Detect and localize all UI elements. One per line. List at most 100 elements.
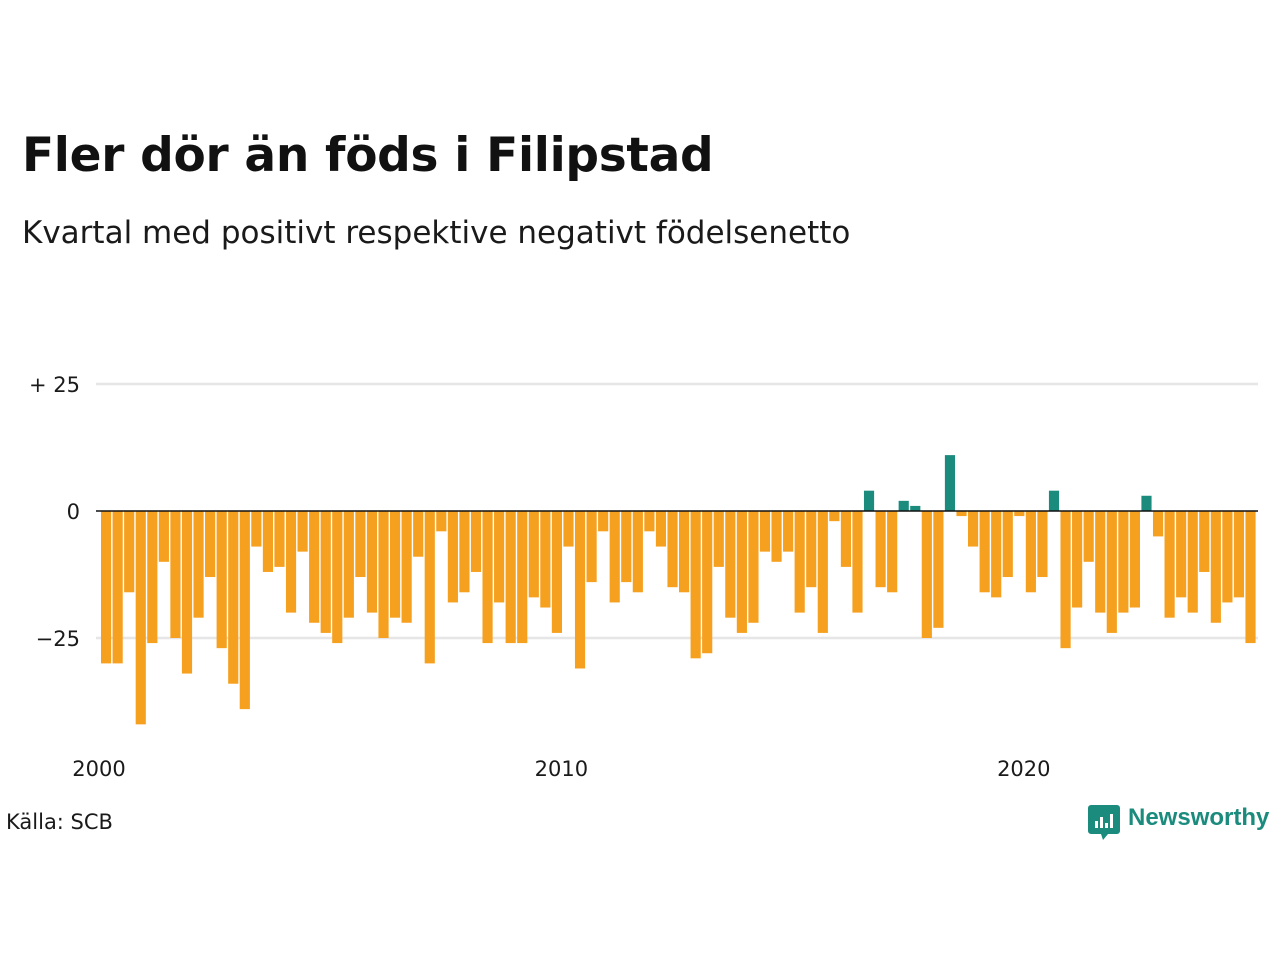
bar [482,511,493,644]
bar [759,511,771,552]
bar [1095,511,1106,613]
x-tick-label: 2010 [535,757,588,781]
bar [725,511,736,618]
bar [933,511,944,628]
bar [783,511,794,552]
bar [181,511,193,674]
newsworthy-logo: Newsworthy [1088,803,1273,843]
bar [228,511,239,684]
chart-subtitle: Kvartal med positivt respektive negativt… [22,215,851,251]
bar [1199,511,1210,572]
bar [1176,511,1187,598]
bar [979,511,990,593]
bar [216,511,227,649]
bar [1072,511,1083,608]
bar [852,511,863,613]
y-axis-ticks: + 25 0 −25 [29,373,80,651]
bar [1002,511,1013,578]
bar [158,511,169,562]
bar [1129,511,1140,608]
bar [875,511,886,588]
bar [586,511,597,583]
bars [101,455,1256,725]
bar [829,511,840,522]
x-tick-label: 2000 [72,757,125,781]
x-tick-label: 2020 [997,757,1050,781]
bar [205,511,216,578]
bar [794,511,805,613]
bar [771,511,782,562]
source-note: Källa: SCB [6,810,113,834]
bar [609,511,620,603]
bar [956,511,967,517]
bar [528,511,539,598]
bar [655,511,667,547]
bar [1118,511,1129,613]
y-tick-label: 0 [67,500,80,524]
bar [991,511,1002,598]
newsworthy-chart-icon [1088,805,1120,840]
bar [1210,511,1221,623]
bar [840,511,851,567]
bar [644,511,655,532]
bar [713,511,724,567]
bar [517,511,528,644]
bar [1164,511,1175,618]
bar [887,511,898,593]
bar [274,511,285,567]
bar [910,505,921,511]
bar [598,511,609,532]
bar [944,455,956,511]
bar [702,511,713,654]
bar [736,511,747,633]
y-tick-label: + 25 [29,373,80,397]
bar [1037,511,1048,578]
bar [170,511,181,638]
bar-chart: + 25 0 −25 2000 2010 2020 [29,373,1258,781]
bar [1152,511,1164,537]
bar [285,511,297,613]
bar [1245,511,1256,644]
bar [1048,490,1060,511]
bar [690,511,701,659]
bar [1060,511,1071,649]
bar [239,511,250,710]
bar [505,511,516,644]
bar [366,511,378,613]
bar [679,511,690,593]
bar [101,511,112,664]
bar [1106,511,1117,633]
bar [413,511,424,557]
bar [297,511,308,552]
bar [124,511,135,593]
bar [262,511,273,572]
bar [632,511,643,593]
bar [251,511,262,547]
bar [494,511,505,603]
bar [459,511,470,593]
bar [667,511,678,588]
bar [551,511,562,633]
logo-text: Newsworthy [1128,804,1270,831]
bar [112,511,123,664]
bar [343,511,354,618]
bar [1187,511,1198,613]
y-tick-label: −25 [36,627,80,651]
bar [1141,495,1152,511]
bar [390,511,401,618]
x-axis-ticks: 2000 2010 2020 [72,757,1050,781]
bar [574,511,586,669]
bar [748,511,759,623]
bar [309,511,320,623]
bar [921,511,932,638]
bar [863,490,875,511]
bar [898,500,909,511]
bar [968,511,979,547]
bar [817,511,828,633]
bar [320,511,331,633]
bar [424,511,435,664]
bar [332,511,343,644]
bar [540,511,551,608]
bar [447,511,458,603]
bar [1014,511,1025,517]
